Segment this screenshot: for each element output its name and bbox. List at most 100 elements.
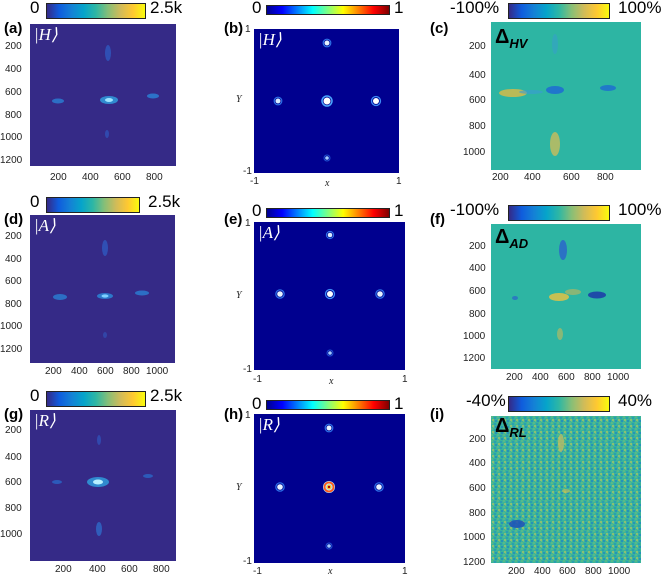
y-tick: 800 <box>5 299 22 310</box>
colorbar-max: 2.5k <box>150 0 183 17</box>
y-tick: 600 <box>5 276 22 287</box>
difference-image <box>491 22 641 170</box>
simulation-image <box>254 414 405 563</box>
x-axis-label: x <box>328 566 333 577</box>
camera-image <box>30 215 175 363</box>
y-tick: -1 <box>243 556 252 567</box>
delta-symbol: Δ <box>495 26 510 48</box>
colorbar-min: 0 <box>252 0 262 17</box>
y-tick: 200 <box>469 434 486 445</box>
difference-image <box>491 416 641 563</box>
x-tick: 200 <box>506 372 523 383</box>
x-tick: 200 <box>50 172 67 183</box>
delta-subscript: AD <box>509 236 529 251</box>
y-tick: 200 <box>469 241 486 252</box>
y-tick: 400 <box>5 452 22 463</box>
x-tick: 600 <box>114 172 131 183</box>
y-tick: 1200 <box>463 557 486 568</box>
y-tick: 1000 <box>0 132 23 143</box>
panel-label: (i) <box>430 406 445 423</box>
x-tick: 400 <box>89 564 106 575</box>
x-tick: 600 <box>97 366 114 377</box>
x-axis-label: x <box>325 178 330 189</box>
ket-label: |R⟩ <box>34 411 56 430</box>
y-tick: 200 <box>5 41 22 52</box>
camera-image <box>30 410 176 561</box>
colorbar <box>508 205 610 221</box>
colorbar-max: 100% <box>618 0 662 17</box>
colorbar-min: -40% <box>466 391 506 410</box>
y-tick: 400 <box>469 70 486 81</box>
colorbar <box>508 3 610 19</box>
x-tick: 800 <box>597 172 614 183</box>
colorbar <box>508 396 610 412</box>
y-tick: 600 <box>5 87 22 98</box>
y-tick: 1000 <box>0 529 23 540</box>
x-tick: 200 <box>45 366 62 377</box>
x-axis-label: x <box>329 376 334 387</box>
colorbar-max: 1 <box>394 201 404 220</box>
y-tick: 400 <box>469 458 486 469</box>
x-tick: 800 <box>153 564 170 575</box>
x-tick: 400 <box>532 372 549 383</box>
x-tick: 600 <box>121 564 138 575</box>
x-tick: 200 <box>508 566 525 577</box>
y-tick: 200 <box>469 41 486 52</box>
x-tick: 600 <box>558 372 575 383</box>
y-tick: 800 <box>469 309 486 320</box>
x-tick: -1 <box>253 374 262 385</box>
y-tick: 1 <box>245 218 251 229</box>
y-tick: 600 <box>469 286 486 297</box>
y-tick: 800 <box>5 503 22 514</box>
delta-label: ΔAD <box>495 226 528 251</box>
ket-label: |H⟩ <box>34 25 58 44</box>
y-tick: 200 <box>5 425 22 436</box>
delta-symbol: Δ <box>495 415 510 437</box>
x-tick: -1 <box>253 566 262 577</box>
colorbar-max: 1 <box>394 394 404 413</box>
colorbar-min: 0 <box>30 386 40 405</box>
x-tick: 800 <box>584 372 601 383</box>
y-tick: 600 <box>469 95 486 106</box>
panel-label: (c) <box>430 20 449 37</box>
colorbar-min: -100% <box>450 200 500 219</box>
colorbar-min: 0 <box>252 394 262 413</box>
colorbar-min: 0 <box>252 201 262 220</box>
y-tick: 400 <box>5 254 22 265</box>
y-tick: 200 <box>5 231 22 242</box>
x-tick: 800 <box>146 172 163 183</box>
delta-symbol: Δ <box>495 226 510 248</box>
panel-label: (b) <box>224 20 244 37</box>
x-tick: 800 <box>585 566 602 577</box>
colorbar-min: 0 <box>30 192 40 211</box>
difference-image <box>491 224 641 369</box>
colorbar-min: -100% <box>450 0 500 17</box>
colorbar-max: 40% <box>618 391 653 410</box>
colorbar <box>266 5 390 15</box>
x-tick: 200 <box>492 172 509 183</box>
y-axis-label: Y <box>236 482 242 493</box>
y-tick: 1 <box>245 410 251 421</box>
y-tick: 1200 <box>0 155 23 166</box>
y-tick: 1000 <box>463 532 486 543</box>
colorbar <box>46 197 140 213</box>
x-tick: 1000 <box>607 372 630 383</box>
x-tick: -1 <box>250 176 259 187</box>
x-tick: 1000 <box>608 566 631 577</box>
panel-label: (e) <box>224 211 243 228</box>
y-tick: 800 <box>5 110 22 121</box>
y-tick: 800 <box>469 121 486 132</box>
y-tick: 1000 <box>463 147 486 158</box>
colorbar-max: 2.5k <box>148 192 181 211</box>
y-axis-label: Y <box>236 290 242 301</box>
colorbar-max: 2.5k <box>150 386 183 405</box>
ket-label: |A⟩ <box>34 216 56 235</box>
y-tick: 1200 <box>0 344 23 355</box>
delta-subscript: RL <box>509 425 527 440</box>
y-tick: 1200 <box>463 353 486 364</box>
y-tick: 400 <box>469 263 486 274</box>
x-tick: 400 <box>524 172 541 183</box>
colorbar <box>46 3 146 19</box>
x-tick: 200 <box>55 564 72 575</box>
colorbar <box>46 391 146 407</box>
